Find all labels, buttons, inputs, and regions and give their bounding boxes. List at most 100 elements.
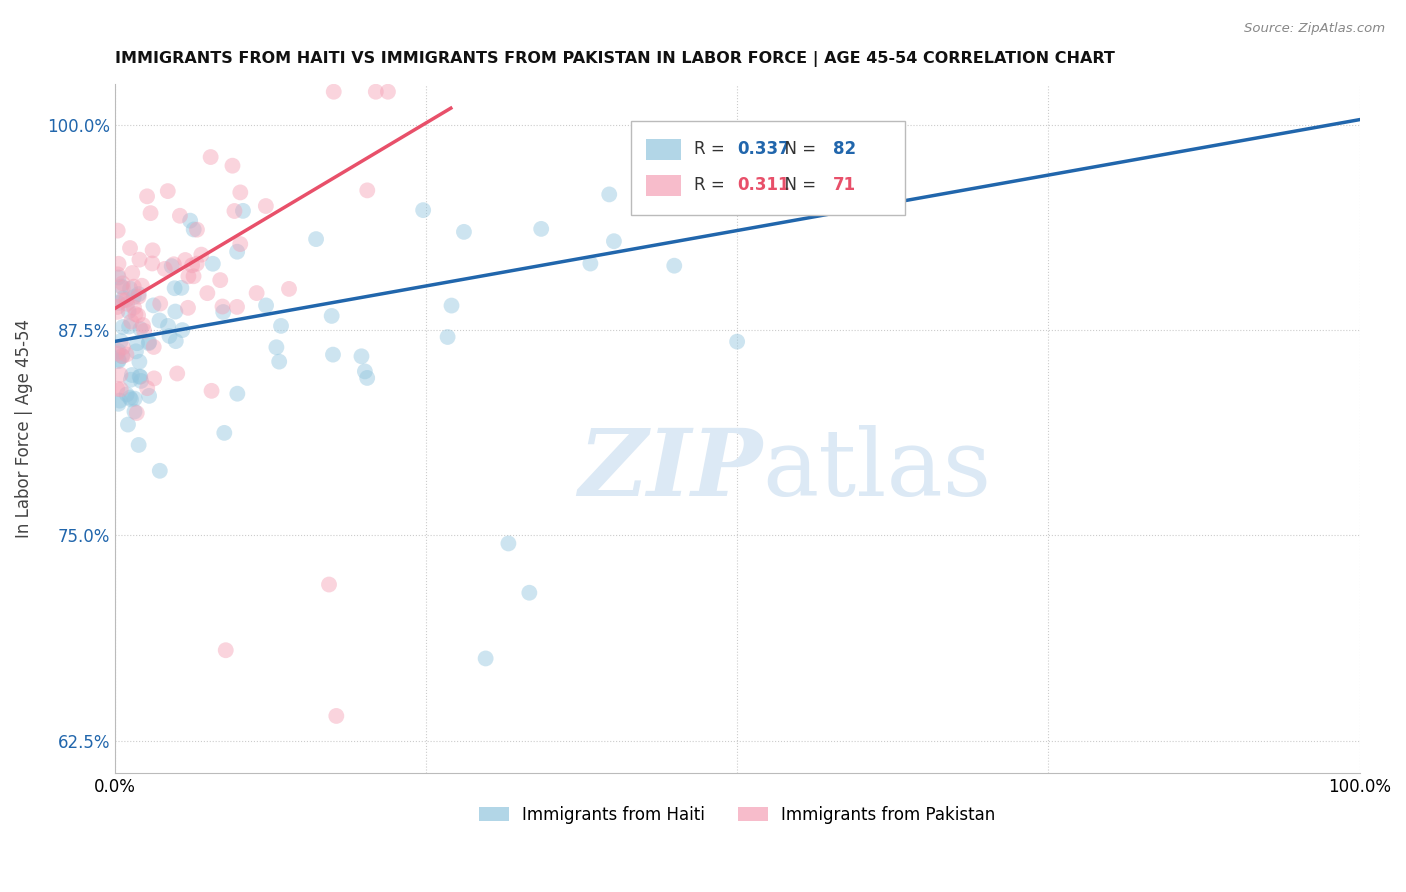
Immigrants from Haiti <box>115 387 138 401</box>
Immigrants from Haiti <box>107 344 129 359</box>
Text: ZIP: ZIP <box>578 425 762 515</box>
Immigrants from Pakistan <box>153 261 176 276</box>
Immigrants from Pakistan <box>141 256 163 270</box>
Immigrants from Pakistan <box>128 252 150 267</box>
Immigrants from Haiti <box>107 397 129 411</box>
Text: IMMIGRANTS FROM HAITI VS IMMIGRANTS FROM PAKISTAN IN LABOR FORCE | AGE 45-54 COR: IMMIGRANTS FROM HAITI VS IMMIGRANTS FROM… <box>115 51 1115 67</box>
Immigrants from Pakistan <box>122 301 145 315</box>
Immigrants from Haiti <box>226 244 249 259</box>
Immigrants from Pakistan <box>111 349 134 363</box>
Immigrants from Haiti <box>117 417 139 432</box>
Immigrants from Haiti <box>412 203 434 218</box>
Immigrants from Haiti <box>322 348 344 362</box>
Immigrants from Pakistan <box>115 297 138 311</box>
Immigrants from Pakistan <box>221 159 243 173</box>
Immigrants from Pakistan <box>211 300 233 314</box>
Immigrants from Pakistan <box>229 237 252 252</box>
Text: 0.337: 0.337 <box>737 140 790 158</box>
Immigrants from Pakistan <box>136 381 159 395</box>
Immigrants from Pakistan <box>229 186 252 200</box>
Immigrants from Haiti <box>269 354 291 368</box>
Immigrants from Haiti <box>603 234 626 248</box>
Y-axis label: In Labor Force | Age 45-54: In Labor Force | Age 45-54 <box>15 319 32 538</box>
Immigrants from Haiti <box>201 257 224 271</box>
Immigrants from Pakistan <box>111 277 134 291</box>
Immigrants from Pakistan <box>105 346 128 360</box>
Text: R =: R = <box>693 140 730 158</box>
Immigrants from Pakistan <box>143 371 166 385</box>
Immigrants from Haiti <box>725 334 748 349</box>
Immigrants from Pakistan <box>127 309 149 323</box>
Immigrants from Haiti <box>122 290 145 304</box>
Immigrants from Pakistan <box>142 340 165 354</box>
Text: 82: 82 <box>832 140 856 158</box>
Immigrants from Pakistan <box>356 183 378 197</box>
Immigrants from Pakistan <box>163 257 186 271</box>
Immigrants from Haiti <box>118 319 141 334</box>
Text: atlas: atlas <box>762 425 991 515</box>
Immigrants from Haiti <box>579 256 602 270</box>
Immigrants from Pakistan <box>115 347 138 361</box>
Immigrants from Haiti <box>183 222 205 236</box>
Immigrants from Pakistan <box>278 282 301 296</box>
Immigrants from Haiti <box>321 309 343 323</box>
Immigrants from Haiti <box>270 318 292 333</box>
Immigrants from Haiti <box>179 213 201 227</box>
Immigrants from Haiti <box>118 282 141 296</box>
Immigrants from Pakistan <box>131 278 153 293</box>
Immigrants from Haiti <box>111 349 134 363</box>
Immigrants from Pakistan <box>128 290 150 304</box>
Immigrants from Haiti <box>440 299 463 313</box>
Immigrants from Pakistan <box>322 85 344 99</box>
Immigrants from Pakistan <box>215 643 238 657</box>
Immigrants from Haiti <box>129 322 152 336</box>
Immigrants from Haiti <box>120 392 142 407</box>
Immigrants from Pakistan <box>200 150 222 164</box>
Immigrants from Haiti <box>107 270 129 285</box>
Immigrants from Haiti <box>120 373 142 387</box>
Immigrants from Haiti <box>125 336 148 351</box>
Immigrants from Haiti <box>129 374 152 388</box>
Immigrants from Haiti <box>876 175 898 189</box>
Immigrants from Haiti <box>118 304 141 318</box>
Text: N =: N = <box>775 176 823 194</box>
Immigrants from Haiti <box>214 425 236 440</box>
Text: Source: ZipAtlas.com: Source: ZipAtlas.com <box>1244 22 1385 36</box>
Immigrants from Haiti <box>121 368 143 382</box>
Immigrants from Haiti <box>110 334 132 348</box>
Immigrants from Pakistan <box>156 184 179 198</box>
Immigrants from Pakistan <box>111 281 134 295</box>
FancyBboxPatch shape <box>647 139 681 160</box>
Immigrants from Haiti <box>159 329 181 343</box>
Immigrants from Pakistan <box>174 252 197 267</box>
Immigrants from Haiti <box>170 281 193 295</box>
Immigrants from Haiti <box>165 334 187 348</box>
Immigrants from Haiti <box>356 371 378 385</box>
Immigrants from Haiti <box>118 391 141 405</box>
Immigrants from Haiti <box>530 222 553 236</box>
Immigrants from Haiti <box>142 298 165 312</box>
Immigrants from Pakistan <box>105 300 128 314</box>
Immigrants from Pakistan <box>134 324 156 338</box>
Text: R =: R = <box>693 176 735 194</box>
Immigrants from Pakistan <box>124 307 146 321</box>
Text: N =: N = <box>775 140 823 158</box>
Immigrants from Pakistan <box>136 189 159 203</box>
Immigrants from Pakistan <box>142 244 165 258</box>
Immigrants from Haiti <box>254 298 277 312</box>
Immigrants from Pakistan <box>166 367 188 381</box>
Immigrants from Pakistan <box>200 384 222 398</box>
Immigrants from Haiti <box>517 586 540 600</box>
Immigrants from Haiti <box>125 344 148 359</box>
Text: 0.311: 0.311 <box>737 176 790 194</box>
Immigrants from Pakistan <box>190 247 212 261</box>
Immigrants from Haiti <box>138 335 160 350</box>
Immigrants from Haiti <box>129 369 152 384</box>
Immigrants from Pakistan <box>195 286 218 301</box>
Immigrants from Haiti <box>148 313 170 327</box>
Immigrants from Haiti <box>354 364 377 378</box>
Immigrants from Pakistan <box>139 206 162 220</box>
Immigrants from Pakistan <box>226 300 249 314</box>
Immigrants from Pakistan <box>246 286 269 301</box>
Immigrants from Haiti <box>138 336 160 351</box>
